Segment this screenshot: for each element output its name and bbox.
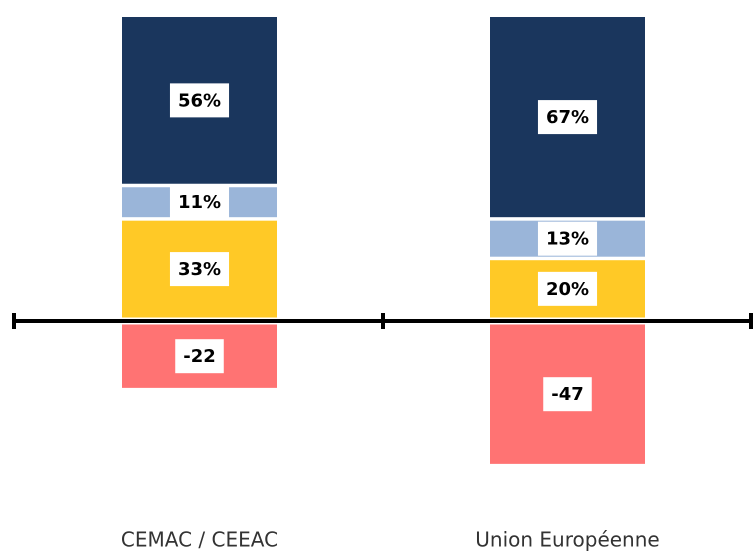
- data-label: -47: [551, 384, 584, 405]
- data-label: 67%: [546, 107, 589, 128]
- label-box: [169, 83, 230, 118]
- label-box: [537, 100, 598, 135]
- data-label: -22: [183, 346, 216, 367]
- label-box: [543, 377, 592, 412]
- label-box: [175, 339, 224, 374]
- labels: CEMAC / CEEAC 33% 11% 56% -22 Union Européenn…: [121, 83, 660, 552]
- label-box: [537, 221, 598, 256]
- label-box: [537, 271, 598, 306]
- x-tick-label: CEMAC / CEEAC: [121, 528, 278, 552]
- data-label: 33%: [178, 259, 221, 280]
- data-label: 13%: [546, 229, 589, 250]
- data-label: 11%: [178, 192, 221, 213]
- data-label: 56%: [178, 90, 221, 111]
- data-label: 20%: [546, 279, 589, 300]
- label-box: [169, 252, 230, 287]
- label-box: [169, 185, 230, 220]
- x-tick-label: Union Européenne: [475, 528, 659, 552]
